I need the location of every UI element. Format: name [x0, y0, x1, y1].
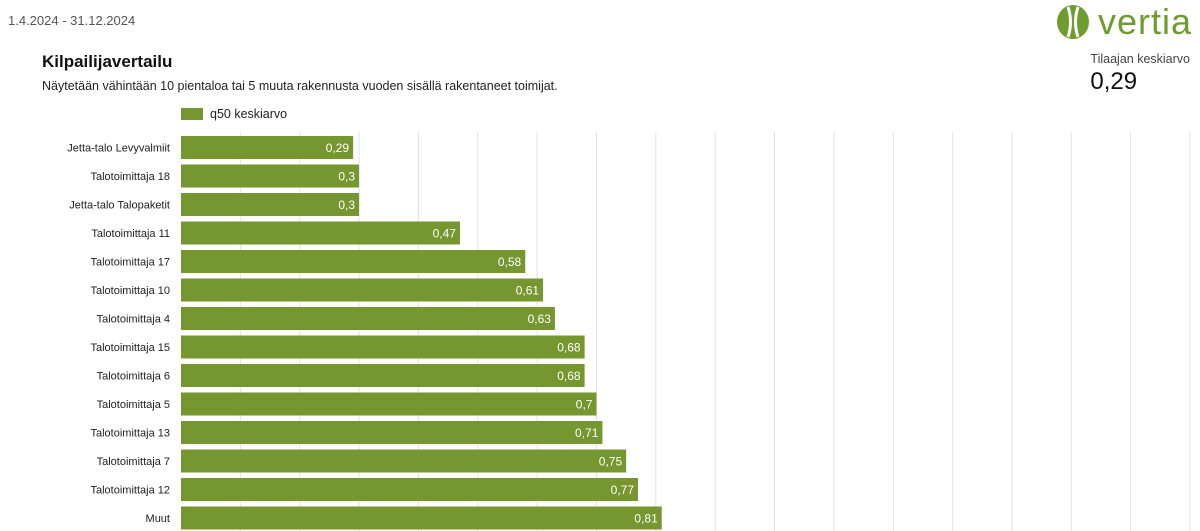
category-label: Talotoimittaja 4	[97, 314, 170, 326]
bar-value-label: 0,3	[338, 198, 355, 212]
bar-value-label: 0,63	[528, 312, 552, 326]
bar-value-label: 0,81	[634, 512, 658, 526]
bar-value-label: 0,3	[338, 170, 355, 184]
bar-value-label: 0,77	[611, 483, 635, 497]
bar-value-label: 0,75	[599, 455, 623, 469]
category-label: Talotoimittaja 15	[91, 342, 171, 354]
bar-value-label: 0,58	[498, 255, 522, 269]
category-label: Talotoimittaja 12	[91, 485, 171, 497]
legend-swatch	[181, 108, 203, 120]
category-label: Talotoimittaja 10	[91, 285, 171, 297]
category-label: Talotoimittaja 17	[91, 257, 171, 269]
bar[interactable]	[181, 136, 354, 159]
bar-value-label: 0,61	[516, 284, 540, 298]
bar[interactable]	[181, 449, 627, 473]
bar[interactable]	[181, 421, 603, 444]
category-label: Talotoimittaja 6	[97, 371, 170, 383]
category-label: Muut	[146, 513, 170, 525]
chart-subtitle: Näytetään vähintään 10 pientaloa tai 5 m…	[42, 79, 558, 93]
kpi-card: Tilaajan keskiarvo 0,29	[1090, 52, 1190, 96]
kpi-value: 0,29	[1090, 68, 1138, 95]
chart-legend[interactable]: q50 keskiarvo	[181, 107, 287, 121]
category-label: Talotoimittaja 7	[97, 456, 170, 468]
category-label: Talotoimittaja 13	[91, 428, 171, 440]
vertia-logo: vertia	[1054, 2, 1192, 42]
bar[interactable]	[181, 278, 544, 302]
bar-value-label: 0,71	[575, 426, 599, 440]
bar[interactable]	[181, 193, 360, 216]
category-label: Jetta-talo Talopaketit	[69, 200, 170, 212]
bar[interactable]	[181, 221, 460, 245]
kpi-label: Tilaajan keskiarvo	[1090, 52, 1190, 66]
category-label: Talotoimittaja 18	[91, 171, 171, 183]
bar[interactable]	[181, 307, 555, 330]
bar[interactable]	[181, 506, 662, 530]
leaf-logo-icon	[1057, 5, 1089, 39]
bar[interactable]	[181, 164, 360, 188]
bar-value-label: 0,29	[326, 141, 350, 155]
logo-text: vertia	[1098, 1, 1193, 42]
bar[interactable]	[181, 392, 597, 416]
bar[interactable]	[181, 364, 585, 387]
bar[interactable]	[181, 335, 585, 359]
bar-value-label: 0,68	[557, 341, 581, 355]
bar-value-label: 0,7	[576, 398, 593, 412]
category-label: Jetta-talo Levyvalmiit	[67, 143, 170, 155]
category-label: Talotoimittaja 11	[91, 228, 170, 240]
category-label: Talotoimittaja 5	[97, 399, 170, 411]
bar-value-label: 0,47	[433, 227, 457, 241]
legend-label: q50 keskiarvo	[210, 107, 288, 121]
date-range: 1.4.2024 - 31.12.2024	[8, 13, 136, 28]
bar[interactable]	[181, 478, 639, 501]
chart-title: Kilpailijavertailu	[42, 52, 173, 71]
bar[interactable]	[181, 250, 526, 273]
bar-value-label: 0,68	[557, 369, 581, 383]
